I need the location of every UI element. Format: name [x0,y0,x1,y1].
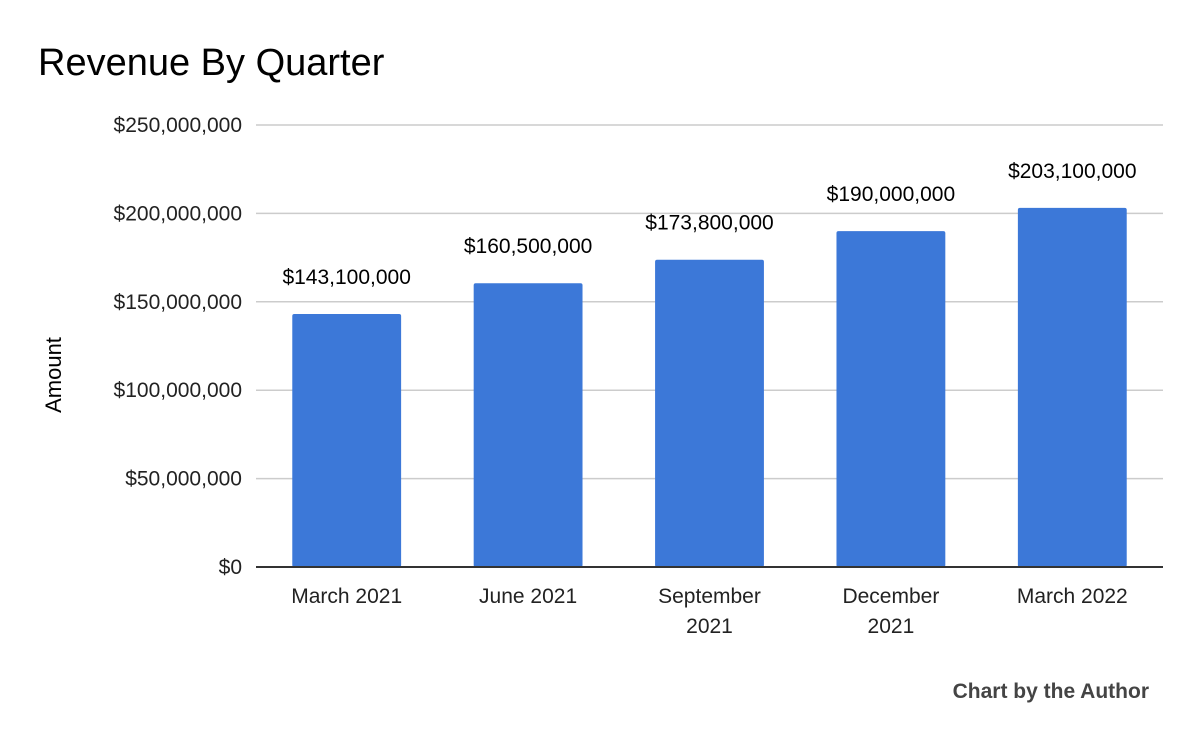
data-label: $190,000,000 [827,183,955,206]
bars [292,207,1127,568]
x-tick-label: March 2022 [1017,585,1128,608]
data-label: $173,800,000 [645,212,773,235]
x-tick-label: December 2021 [842,585,939,638]
y-tick-label: $0 [219,556,242,579]
bar [1017,207,1127,568]
bar [292,313,402,567]
y-tick-label: $200,000,000 [114,202,242,225]
data-label: $143,100,000 [282,266,410,289]
data-labels: $143,100,000 $160,500,000 $173,800,000 $190… [282,160,1136,289]
bar [473,283,583,567]
y-tick-label: $250,000,000 [114,114,242,137]
chart-title: Revenue By Quarter [38,42,385,84]
bar [655,259,764,567]
x-axis-ticks: March 2021 June 2021 September 2021 December… [291,585,1128,638]
x-tick-label: March 2021 [291,585,402,608]
x-tick-label: September 2021 [658,585,761,638]
y-tick-label: $100,000,000 [114,379,242,402]
x-tick-label: June 2021 [479,585,577,608]
y-axis-ticks: $0 $50,000,000 $100,000,000 $150,000,000 $20… [114,114,242,579]
bar [836,231,946,567]
y-tick-label: $150,000,000 [114,291,242,314]
y-tick-label: $50,000,000 [125,468,242,491]
chart-credit: Chart by the Author [953,680,1149,703]
data-label: $160,500,000 [464,235,592,258]
y-axis-title: Amount [41,337,66,413]
data-label: $203,100,000 [1008,160,1136,183]
